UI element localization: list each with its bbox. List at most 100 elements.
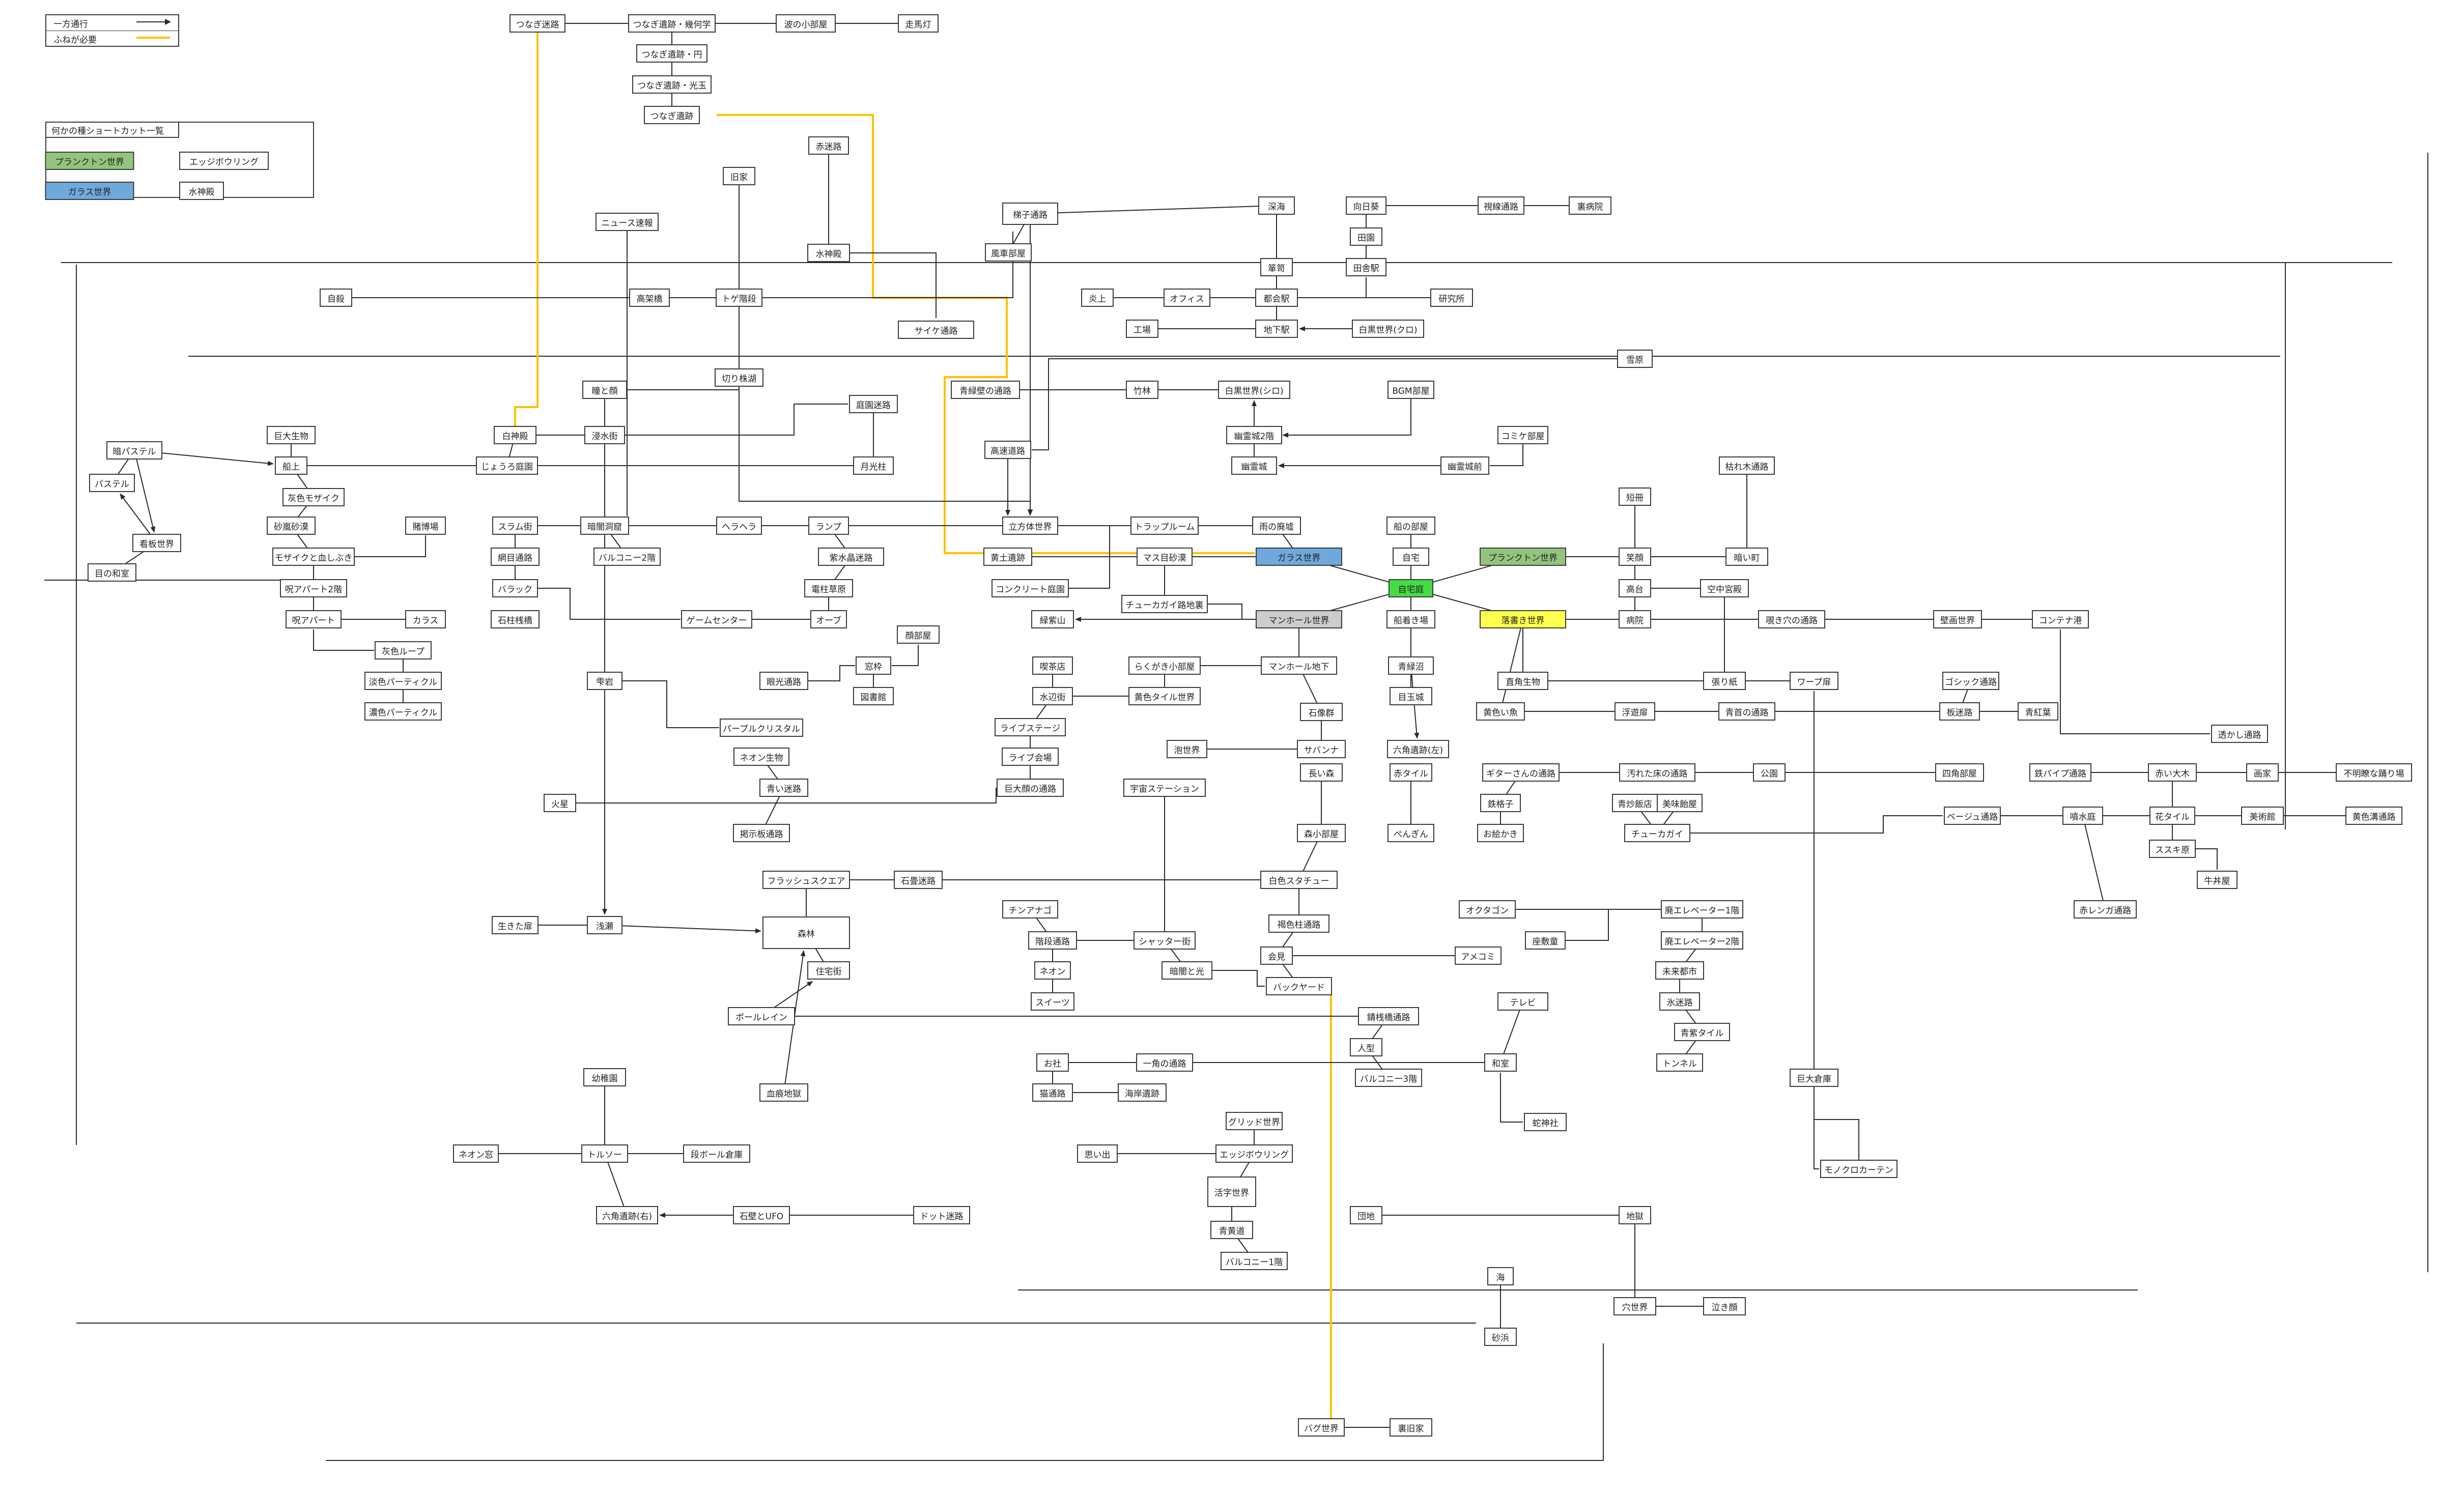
map-node-label: 船上 <box>282 462 300 472</box>
map-node-label: サイケ通路 <box>914 326 958 336</box>
map-node-grid_sekai: グリッド世界 <box>1226 1112 1283 1130</box>
map-node-label: パープルクリスタル <box>723 724 800 734</box>
map-node-hitomi_kao: 瞳と顔 <box>582 381 627 399</box>
map-node-ikita_tobira: 生きた扉 <box>492 916 539 934</box>
map-node-chinanago: チンアナゴ <box>1002 900 1058 919</box>
map-node-tsunagi_kikagaku: つなぎ遺跡・幾何学 <box>628 14 716 33</box>
map-node-neon_mado: ネオン窓 <box>453 1144 499 1163</box>
map-node-ura_byouin: 裏病院 <box>1569 196 1611 215</box>
map-node-label: 長い森 <box>1308 768 1335 779</box>
map-node-label: 階段通路 <box>1035 936 1070 947</box>
map-node-label: ネオン生物 <box>740 753 783 763</box>
map-node-label: 座敷童 <box>1532 936 1559 947</box>
map-node-aomidori_numa: 青緑沼 <box>1388 656 1434 675</box>
map-node-aoki_michi: 青黄道 <box>1210 1221 1253 1239</box>
map-node-oekaki: お絵かき <box>1477 824 1524 842</box>
map-node-label: コンテナ港 <box>2038 615 2082 626</box>
map-node-label: コンクリート庭園 <box>996 584 1065 595</box>
map-node-label: オーブ <box>816 615 841 626</box>
map-node-label: 高台 <box>1626 584 1644 595</box>
map-node-balcony2: バルコニー2階 <box>593 548 661 566</box>
map-node-kyuuka: 旧家 <box>723 167 755 185</box>
map-node-label: ギターさんの通路 <box>1486 768 1555 779</box>
map-node-label: 青炒飯店 <box>1618 799 1652 810</box>
map-node-label: 一角の通路 <box>1143 1058 1186 1069</box>
map-node-label: ドット迷路 <box>920 1211 964 1222</box>
map-node-label: ニュース速報 <box>601 218 653 228</box>
map-node-label: バルコニー3階 <box>1360 1074 1418 1084</box>
map-node-label: 雨の廃墟 <box>1259 522 1294 532</box>
map-node-lamp: ランプ <box>808 517 849 535</box>
map-node-kenkyuujo: 研究所 <box>1430 289 1473 307</box>
map-node-label: コミケ部屋 <box>1501 431 1545 442</box>
map-node-label: 暗い町 <box>1734 553 1760 563</box>
map-node-label: 美味飴屋 <box>1662 799 1697 810</box>
map-node-beige: ベージュ通路 <box>1944 807 2001 825</box>
map-node-label: 青緑沼 <box>1398 662 1424 672</box>
map-node-label: 幽霊城 <box>1241 462 1267 472</box>
map-node-label: サバンナ <box>1304 745 1339 756</box>
map-node-hitogata: 人型 <box>1350 1038 1382 1056</box>
map-node-bijutsukan: 美術館 <box>2241 807 2284 825</box>
map-node-label: お絵かき <box>1483 829 1518 840</box>
map-node-label: バラック <box>498 584 532 595</box>
map-node-label: 牛丼屋 <box>2204 876 2230 886</box>
map-node-neko_tsuuro: 猫通路 <box>1032 1083 1073 1102</box>
map-node-danchi: 団地 <box>1350 1206 1382 1224</box>
map-node-kiiroi_sakana: 黄色い魚 <box>1476 702 1525 721</box>
map-node-label: つなぎ遺跡・光玉 <box>637 80 706 91</box>
map-node-toshokan: 図書館 <box>853 687 894 705</box>
map-node-label: 黄色い魚 <box>1483 707 1518 718</box>
map-node-monochro: モノクロカーテン <box>1820 1160 1897 1178</box>
legend-row-one-way: 一方通行 <box>46 15 178 31</box>
map-node-glass_sekai: ガラス世界 <box>1256 548 1342 566</box>
map-node-kasei: 火星 <box>544 794 576 812</box>
map-node-jigoku: 地獄 <box>1619 1206 1651 1224</box>
map-node-label: 病院 <box>1626 615 1644 626</box>
map-node-kiiro_tile: 黄色タイル世界 <box>1128 687 1201 705</box>
map-node-label: 裏病院 <box>1577 202 1603 212</box>
map-node-label: 濃色パーティクル <box>369 707 438 718</box>
map-node-label: 巨大倉庫 <box>1797 1074 1831 1084</box>
map-node-shutter: シャッター街 <box>1134 931 1196 950</box>
map-node-label: 噴水庭 <box>2070 812 2096 822</box>
map-node-gankou: 眼光通路 <box>759 672 808 690</box>
map-node-label: グリッド世界 <box>1228 1117 1280 1128</box>
map-node-medama_jou: 目玉城 <box>1390 687 1432 705</box>
map-node-label: 顔部屋 <box>905 630 931 641</box>
map-node-label: バルコニー2階 <box>598 553 656 563</box>
map-node-label: 暗闇洞窟 <box>587 522 622 532</box>
map-node-sukashi: 透かし通路 <box>2211 725 2268 743</box>
map-node-aka_tile: 赤タイル <box>1390 763 1432 782</box>
map-node-mirai: 未来都市 <box>1655 961 1704 980</box>
map-node-label: 立方体世界 <box>1008 522 1052 532</box>
map-node-youchien: 幼稚園 <box>583 1068 626 1086</box>
map-node-panel_suishinden: 水神殿 <box>179 182 224 200</box>
map-node-yuurei2: 幽霊城2階 <box>1226 426 1282 444</box>
map-node-label: 森小部屋 <box>1304 829 1339 840</box>
map-node-plankton_map: プランクトン世界 <box>1480 548 1566 566</box>
map-node-juutakugai: 住宅街 <box>807 961 850 980</box>
map-node-label: 庭園迷路 <box>856 400 891 411</box>
map-node-kurayami_doukutsu: 暗闇洞窟 <box>580 517 629 535</box>
map-node-office: オフィス <box>1164 289 1210 307</box>
map-node-tetsugoushi: 鉄格子 <box>1480 794 1521 812</box>
map-node-shiroiro_statue: 白色スタチュー <box>1260 871 1338 889</box>
map-node-label: 赤い大木 <box>2155 768 2190 779</box>
map-node-label: 水辺街 <box>1039 692 1066 703</box>
map-node-yogoreta: 汚れた床の通路 <box>1619 763 1695 782</box>
map-node-label: 雫岩 <box>596 677 613 687</box>
map-node-label: 団地 <box>1357 1211 1375 1222</box>
map-node-ita_meiro: 板迷路 <box>1939 702 1980 721</box>
map-node-label: ガラス世界 <box>1277 553 1321 563</box>
map-node-denen: 田園 <box>1350 227 1382 246</box>
map-node-shizuku: 雫岩 <box>587 672 622 690</box>
map-node-label: 青首の通路 <box>1725 707 1769 718</box>
map-node-aomurasaki_tile: 青紫タイル <box>1674 1023 1730 1041</box>
map-node-label: 風車部屋 <box>991 248 1026 259</box>
map-node-keijiban: 掲示板通路 <box>733 824 790 842</box>
map-node-label: スラム街 <box>498 522 532 532</box>
map-node-shirokuro_kuro: 白黒世界(クロ) <box>1352 320 1424 338</box>
map-node-hashigo: 梯子通路 <box>1002 203 1058 225</box>
map-node-label: 地獄 <box>1626 1211 1644 1222</box>
